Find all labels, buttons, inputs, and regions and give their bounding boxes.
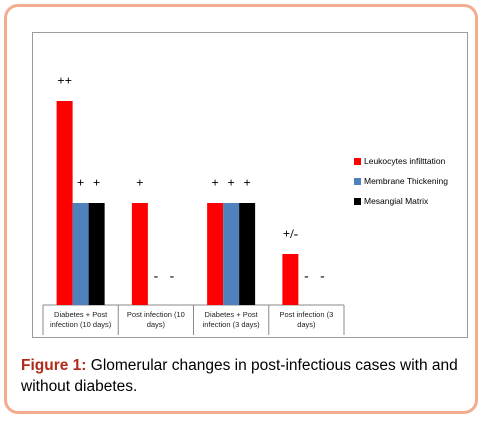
- bar-1-cat-3: [207, 203, 224, 305]
- category-label: infection (3 days): [203, 320, 261, 329]
- category-label: Post infection (10: [127, 310, 185, 319]
- legend-swatch: [354, 178, 361, 185]
- figure-caption: Figure 1: Glomerular changes in post-inf…: [21, 355, 471, 397]
- figure-caption-text: Glomerular changes in post-infectious ca…: [21, 357, 458, 395]
- figure-frame: ++ + + Diabetes + Post infection (10 days) + -…: [4, 4, 478, 414]
- bar-3-cat-1: [88, 203, 105, 305]
- figure-label: Figure 1:: [21, 357, 87, 374]
- category-label: Diabetes + Post: [205, 310, 259, 319]
- legend-label: Leukocytes infilttation: [364, 156, 446, 166]
- data-label: -: [170, 268, 174, 283]
- data-label: +: [136, 175, 143, 190]
- data-label: -: [154, 268, 158, 283]
- category-label: Diabetes + Post: [54, 310, 108, 319]
- chart-area: ++ + + Diabetes + Post infection (10 days) + -…: [32, 32, 468, 338]
- data-label: +: [77, 175, 84, 190]
- data-label: +: [227, 175, 234, 190]
- legend-label: Mesangial Matrix: [364, 196, 429, 206]
- legend-swatch: [354, 158, 361, 165]
- bar-1-cat-2: [131, 203, 148, 305]
- legend-swatch: [354, 198, 361, 205]
- legend-label: Membrane Thickening: [364, 176, 448, 186]
- category-label: days): [297, 320, 316, 329]
- bar-1-cat-4: [282, 254, 299, 305]
- data-label: -: [304, 268, 308, 283]
- bar-1-cat-1: [56, 101, 73, 305]
- bar-2-cat-3: [223, 203, 240, 305]
- data-label: +: [243, 175, 250, 190]
- category-label: infection (10 days): [50, 320, 112, 329]
- category-label: days): [147, 320, 166, 329]
- bar-2-cat-1: [72, 203, 89, 305]
- category-label: Post infection (3: [279, 310, 333, 319]
- bar-3-cat-3: [239, 203, 256, 305]
- data-label: ++: [57, 73, 72, 88]
- data-label: +: [211, 175, 218, 190]
- data-label: +: [93, 175, 100, 190]
- data-label: +/-: [283, 226, 298, 241]
- data-label: -: [320, 268, 324, 283]
